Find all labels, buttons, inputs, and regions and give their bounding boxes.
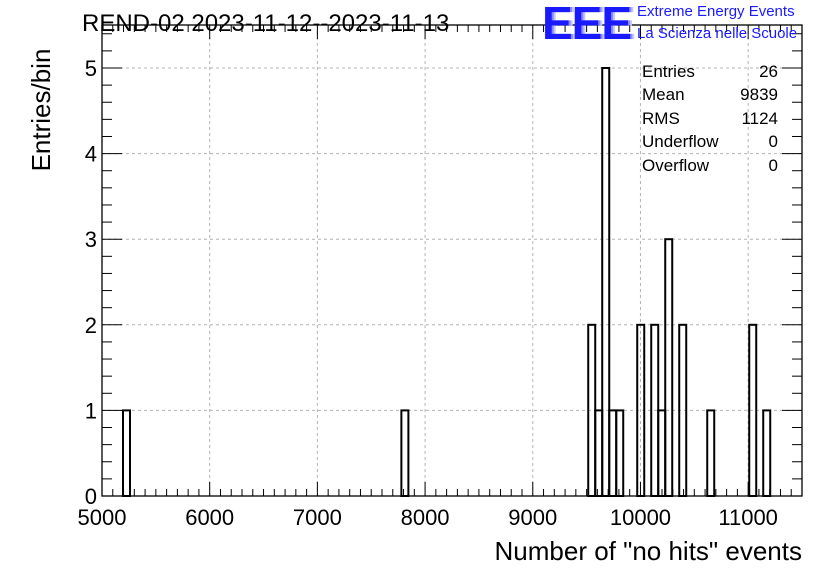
- x-tick-label: 8000: [401, 505, 450, 530]
- plot-frame: [101, 24, 803, 497]
- stat-overflow: Overflow 0: [642, 154, 778, 177]
- x-tick-label: 5000: [78, 505, 127, 530]
- stat-label: RMS: [642, 108, 680, 128]
- y-tick-label: 5: [85, 56, 97, 81]
- x-tick-label: 9000: [508, 505, 557, 530]
- histogram-bar: [400, 409, 410, 497]
- stat-value: 9839: [740, 85, 778, 105]
- x-tick-label: 11000: [718, 505, 778, 530]
- y-tick-label: 4: [85, 142, 97, 167]
- stat-label: Overflow: [642, 155, 710, 175]
- stat-value: 1124: [741, 108, 778, 128]
- x-tick-label: 6000: [185, 505, 234, 530]
- histogram-bar: [615, 409, 625, 497]
- y-tick-label: 2: [85, 313, 97, 338]
- histogram-bar: [657, 409, 667, 497]
- stat-value: 0: [768, 155, 778, 175]
- logo-line-2: La Scienza nelle Scuole: [637, 25, 798, 42]
- eee-logo: EEE: [542, 0, 632, 49]
- tick-labels: 5000 6000 7000 8000 9000 10000 11000 0 1 2 3 4 5: [78, 56, 778, 530]
- stat-entries: Entries 26: [642, 60, 778, 83]
- logo-line-1: Extreme Energy Events: [637, 3, 795, 20]
- x-axis-label: Number of "no hits" events: [494, 536, 803, 566]
- stat-underflow: Underflow 0: [642, 130, 778, 153]
- stat-value: 26: [759, 62, 778, 81]
- histogram-bar: [601, 67, 611, 497]
- histogram-bar: [122, 409, 131, 497]
- histogram-bar: [706, 409, 716, 497]
- y-axis-label: Entries/bin: [26, 48, 56, 172]
- histogram-bar: [594, 409, 604, 497]
- stat-label: Entries: [642, 62, 695, 81]
- histogram-bar: [608, 409, 618, 497]
- stat-label: Underflow: [642, 132, 719, 152]
- y-tick-label: 1: [85, 398, 97, 423]
- y-tick-label: 3: [85, 227, 97, 252]
- histogram-bar: [762, 409, 772, 497]
- histogram-bar: [664, 238, 674, 497]
- stat-mean: Mean 9839: [642, 83, 778, 106]
- stat-rms: RMS 1124: [642, 107, 778, 130]
- stats-box: Entries 26 Mean 9839 RMS 1124 Underflow …: [642, 60, 778, 177]
- y-tick-label: 0: [85, 484, 97, 509]
- stat-value: 0: [768, 132, 778, 152]
- chart-title: REND-02 2023-11-12--2023-11-13: [82, 10, 450, 37]
- stat-label: Mean: [642, 85, 685, 105]
- axes: [101, 24, 803, 497]
- x-tick-label: 10000: [610, 505, 671, 530]
- x-tick-label: 7000: [293, 505, 342, 530]
